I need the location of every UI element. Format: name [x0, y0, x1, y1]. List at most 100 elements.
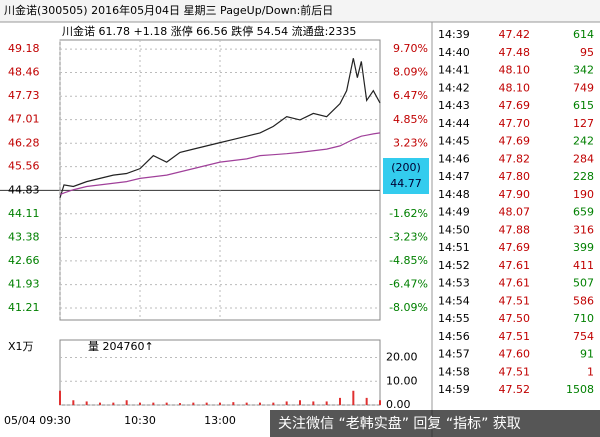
- trade-time: 14:39: [438, 28, 470, 41]
- y2-tick-label: -8.09%: [389, 301, 428, 314]
- trade-time: 14:57: [438, 348, 470, 361]
- trade-volume: 754: [573, 330, 594, 343]
- y2-tick-label: -1.62%: [389, 207, 428, 220]
- y2-tick-label: 3.23%: [393, 136, 428, 149]
- trade-price: 48.07: [499, 206, 531, 219]
- quote-header: 川金诺 61.78 +1.18 涨停 66.56 跌停 54.54 流通盘:23…: [62, 24, 356, 38]
- volume-bar: [192, 402, 195, 405]
- trade-volume: 242: [573, 135, 594, 148]
- trade-time: 14:59: [438, 383, 470, 396]
- trade-price: 47.48: [499, 46, 531, 59]
- y-tick-label: 41.93: [8, 278, 40, 291]
- y2-tick-label: 8.09%: [393, 66, 428, 79]
- volume-bar: [272, 402, 275, 405]
- trade-price: 47.51: [499, 330, 531, 343]
- trade-time: 14:55: [438, 312, 470, 325]
- x-tick-label: 05/04 09:30: [4, 414, 71, 427]
- trade-price: 47.90: [499, 188, 531, 201]
- trade-volume: 228: [573, 170, 594, 183]
- trade-volume: 615: [573, 99, 594, 112]
- volume-bar: [112, 402, 115, 405]
- trade-time: 14:43: [438, 99, 470, 112]
- volume-title: 量 204760↑: [88, 340, 154, 353]
- volume-bar: [85, 401, 88, 405]
- volume-bar: [379, 400, 381, 405]
- volume-bar: [339, 397, 341, 405]
- volume-bar: [205, 402, 208, 405]
- volume-bar: [59, 390, 61, 405]
- volume-bar: [125, 400, 128, 405]
- trade-time: 14:44: [438, 117, 470, 130]
- volume-bar: [352, 390, 355, 405]
- volume-bar: [165, 402, 168, 405]
- volume-bar: [312, 401, 315, 405]
- trade-volume: 1508: [566, 383, 594, 396]
- trade-time: 14:54: [438, 294, 470, 307]
- trade-price: 47.69: [499, 135, 531, 148]
- window-title: 川金诺(300505) 2016年05月04日 星期三 PageUp/Down:…: [4, 3, 333, 17]
- trade-volume: 127: [573, 117, 594, 130]
- trade-price: 48.10: [499, 64, 531, 77]
- y-tick-label: 42.66: [8, 254, 40, 267]
- trade-volume: 190: [573, 188, 594, 201]
- y-tick-label: 20.00: [386, 351, 418, 364]
- y-tick-label: 41.21: [8, 301, 40, 314]
- trade-time: 14:49: [438, 206, 470, 219]
- trade-volume: 507: [573, 277, 594, 290]
- y-tick-label: 48.46: [8, 65, 40, 78]
- y-tick-label: 46.28: [8, 136, 40, 149]
- trade-time: 14:46: [438, 152, 470, 165]
- volume-bar: [72, 400, 75, 405]
- trade-volume: 659: [573, 206, 594, 219]
- trade-volume: 284: [573, 152, 594, 165]
- banner-text: 关注微信 “老韩实盘” 回复 “指标” 获取: [278, 415, 521, 432]
- trade-volume: 411: [573, 259, 594, 272]
- y-tick-label: 44.11: [8, 207, 40, 220]
- volume-bar: [219, 402, 221, 405]
- trade-volume: 1: [587, 365, 594, 378]
- y-tick-label: 0.00: [386, 398, 411, 411]
- trade-volume: 342: [573, 64, 594, 77]
- trade-volume: 95: [580, 46, 594, 59]
- volume-bar: [232, 402, 235, 405]
- trade-price: 47.52: [499, 383, 531, 396]
- price-line: [59, 132, 381, 196]
- title-bar: [0, 0, 600, 22]
- volume-bar: [299, 400, 301, 405]
- y2-tick-label: -6.47%: [389, 278, 428, 291]
- trade-price: 47.51: [499, 365, 531, 378]
- cursor-box: [383, 158, 429, 194]
- y2-tick-label: -3.23%: [389, 230, 428, 243]
- trade-price: 47.80: [499, 170, 531, 183]
- trade-volume: 586: [573, 294, 594, 307]
- trade-volume: 710: [573, 312, 594, 325]
- volume-bar: [259, 402, 261, 405]
- trade-price: 47.60: [499, 348, 531, 361]
- trade-time: 14:50: [438, 223, 470, 236]
- cursor-label: (200): [391, 161, 421, 174]
- trade-price: 47.69: [499, 241, 531, 254]
- trade-volume: 316: [573, 223, 594, 236]
- trade-volume: 749: [573, 81, 594, 94]
- trade-time: 14:47: [438, 170, 470, 183]
- y-tick-label: 47.01: [8, 113, 40, 126]
- volume-bar: [152, 402, 155, 405]
- banner-bg: [270, 410, 600, 437]
- trade-time: 14:52: [438, 259, 470, 272]
- volume-bar: [365, 397, 368, 405]
- x-tick-label: 10:30: [124, 414, 156, 427]
- trade-price: 47.88: [499, 223, 531, 236]
- trade-time: 14:45: [438, 135, 470, 148]
- volume-bar: [179, 403, 181, 405]
- trade-price: 47.69: [499, 99, 531, 112]
- trade-time: 14:53: [438, 277, 470, 290]
- volume-bar: [139, 402, 141, 405]
- trade-price: 47.82: [499, 152, 531, 165]
- trade-time: 14:42: [438, 81, 470, 94]
- volume-bar: [99, 402, 101, 405]
- y-tick-label: 10.00: [386, 374, 418, 387]
- trade-time: 14:51: [438, 241, 470, 254]
- x-tick-label: 13:00: [204, 414, 236, 427]
- y2-tick-label: -4.85%: [389, 254, 428, 267]
